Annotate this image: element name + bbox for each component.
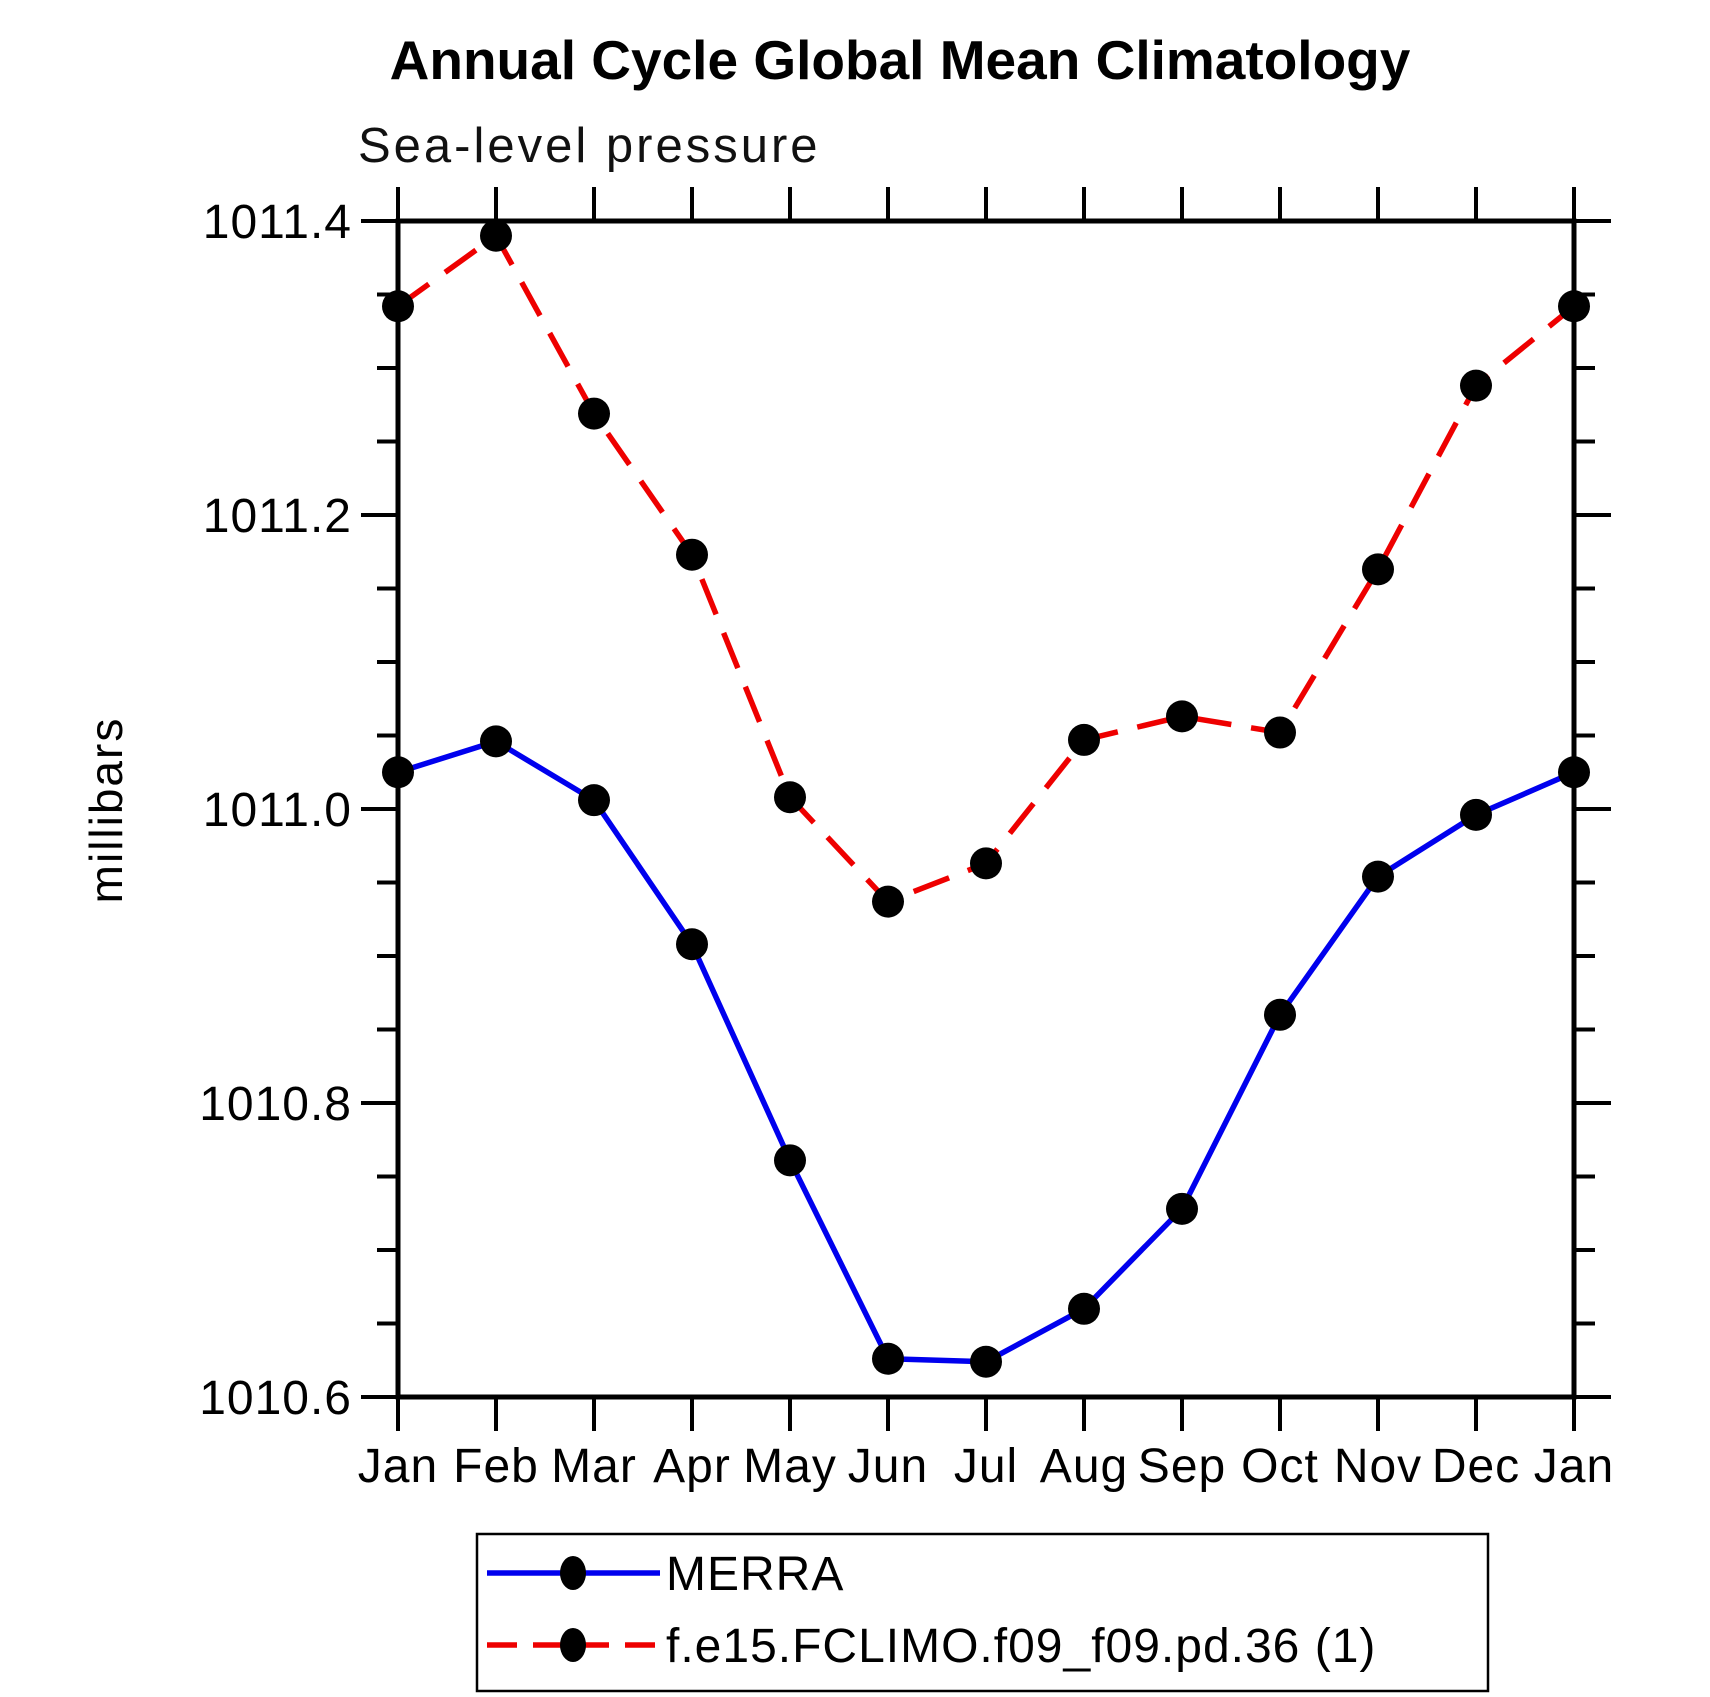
data-point-marker xyxy=(1460,369,1492,402)
legend: MERRA f.e15.FCLIMO.f09_f09.pd.36 (1) xyxy=(475,1532,1490,1693)
chart-subtitle: Sea-level pressure xyxy=(358,119,821,173)
data-point-marker xyxy=(480,725,512,758)
x-tick-label: Dec xyxy=(1432,1440,1520,1493)
legend-marker-dot xyxy=(560,1556,586,1590)
data-point-marker xyxy=(970,1345,1002,1378)
data-point-marker xyxy=(1558,290,1590,323)
data-point-marker xyxy=(1166,700,1198,733)
data-point-marker xyxy=(1166,1192,1198,1225)
x-tick-label: Mar xyxy=(551,1440,637,1493)
x-tick-label: Apr xyxy=(653,1440,731,1493)
y-tick-label: 1011.2 xyxy=(203,490,352,543)
y-axis-title: millibars xyxy=(80,717,132,904)
y-tick-label: 1011.0 xyxy=(203,784,352,837)
axes xyxy=(361,187,1611,1431)
series-line-solid xyxy=(397,738,1576,1365)
x-tick-label: Oct xyxy=(1241,1440,1319,1493)
x-tick-label: Jan xyxy=(358,1440,438,1493)
x-tick-label: Nov xyxy=(1334,1440,1422,1493)
legend-item: MERRA xyxy=(487,1548,844,1601)
x-tick-label: Feb xyxy=(453,1440,539,1493)
legend-box xyxy=(475,1532,1490,1693)
legend-marker-dot xyxy=(560,1628,586,1662)
data-point-marker xyxy=(1558,756,1590,789)
data-point-marker xyxy=(1264,716,1296,749)
data-point-marker xyxy=(578,397,610,430)
plot-frame xyxy=(395,218,1577,1400)
y-tick-labels: 1010.6 1010.8 1011.0 1011.2 1011.4 xyxy=(199,196,352,1425)
data-point-marker xyxy=(578,784,610,817)
data-point-marker xyxy=(1068,1292,1100,1325)
series-line-dashed xyxy=(396,232,1576,905)
data-point-marker xyxy=(480,219,512,252)
x-tick-label: Jun xyxy=(848,1440,928,1493)
y-tick-label: 1010.6 xyxy=(199,1372,352,1425)
y-tick-label: 1010.8 xyxy=(199,1078,352,1131)
legend-label: MERRA xyxy=(666,1548,844,1601)
data-point-marker xyxy=(1362,553,1394,586)
data-point-marker xyxy=(970,847,1002,880)
y-tick-label: 1011.4 xyxy=(203,196,352,249)
data-point-marker xyxy=(1264,998,1296,1031)
x-tick-label: Jan xyxy=(1534,1440,1614,1493)
data-point-marker xyxy=(774,1144,806,1177)
x-tick-label: Sep xyxy=(1138,1440,1226,1493)
data-point-marker xyxy=(872,1342,904,1375)
x-tick-labels: Jan Feb Mar Apr May Jun Jul Aug Sep Oct Nov Dec Jan xyxy=(358,1440,1614,1493)
x-tick-label: Jul xyxy=(954,1440,1018,1493)
data-point-marker xyxy=(382,756,414,789)
legend-item: f.e15.FCLIMO.f09_f09.pd.36 (1) xyxy=(487,1620,1376,1673)
data-point-marker xyxy=(872,885,904,918)
data-point-marker xyxy=(774,781,806,814)
data-point-marker xyxy=(1068,723,1100,756)
data-point-marker xyxy=(1362,860,1394,893)
x-tick-label: May xyxy=(743,1440,837,1493)
x-tick-label: Aug xyxy=(1040,1440,1128,1493)
series-lines xyxy=(382,219,1590,1378)
data-point-marker xyxy=(676,538,708,571)
data-point-marker xyxy=(676,928,708,961)
data-point-marker xyxy=(382,290,414,323)
chart-title: Annual Cycle Global Mean Climatology xyxy=(389,29,1411,91)
data-point-marker xyxy=(1460,798,1492,831)
legend-label: f.e15.FCLIMO.f09_f09.pd.36 (1) xyxy=(666,1620,1376,1673)
